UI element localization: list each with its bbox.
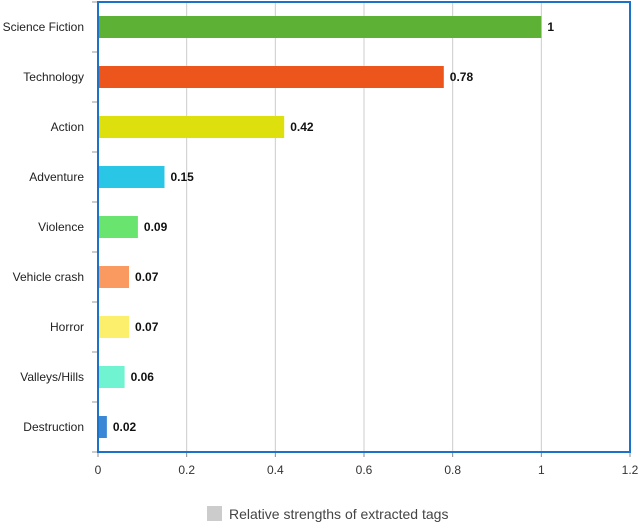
legend-label[interactable]: Relative strengths of extracted tags <box>229 506 448 522</box>
value-label: 0.02 <box>113 420 137 434</box>
category-label: Horror <box>50 320 84 334</box>
value-label: 0.07 <box>135 320 159 334</box>
category-label: Destruction <box>23 420 84 434</box>
category-label: Adventure <box>29 170 84 184</box>
category-label: Valleys/Hills <box>20 370 84 384</box>
bar <box>98 366 125 388</box>
category-label: Science Fiction <box>3 20 84 34</box>
x-tick-label: 1.2 <box>622 463 639 477</box>
bar <box>98 66 444 88</box>
bar <box>98 16 542 38</box>
value-label: 1 <box>547 20 554 34</box>
bar <box>98 166 165 188</box>
x-tick-label: 1 <box>538 463 545 477</box>
bar-layer <box>98 16 542 438</box>
bar <box>98 316 130 338</box>
plot-frame <box>97 1 631 453</box>
value-label: 0.09 <box>144 220 168 234</box>
legend-swatch[interactable] <box>207 506 222 521</box>
category-label: Vehicle crash <box>13 270 84 284</box>
bar <box>98 216 138 238</box>
label-layer: 0 0.2 0.4 0.6 0.8 1 1.2 Science Fiction 1 Technol… <box>3 20 639 477</box>
value-label: 0.42 <box>290 120 314 134</box>
bar <box>98 266 130 288</box>
category-label: Action <box>51 120 84 134</box>
value-label: 0.78 <box>450 70 474 84</box>
value-label: 0.07 <box>135 270 159 284</box>
value-label: 0.06 <box>131 370 155 384</box>
category-label: Technology <box>23 70 84 84</box>
x-tick-label: 0.2 <box>178 463 195 477</box>
x-tick-label: 0.6 <box>356 463 373 477</box>
x-tick-label: 0 <box>95 463 102 477</box>
bar <box>98 116 285 138</box>
value-label: 0.15 <box>171 170 195 184</box>
x-tick-label: 0.4 <box>267 463 284 477</box>
bar <box>98 416 107 438</box>
legend[interactable]: Relative strengths of extracted tags <box>207 506 448 522</box>
x-tick-label: 0.8 <box>444 463 461 477</box>
category-label: Violence <box>38 220 84 234</box>
plot-frame-layer <box>97 1 631 453</box>
